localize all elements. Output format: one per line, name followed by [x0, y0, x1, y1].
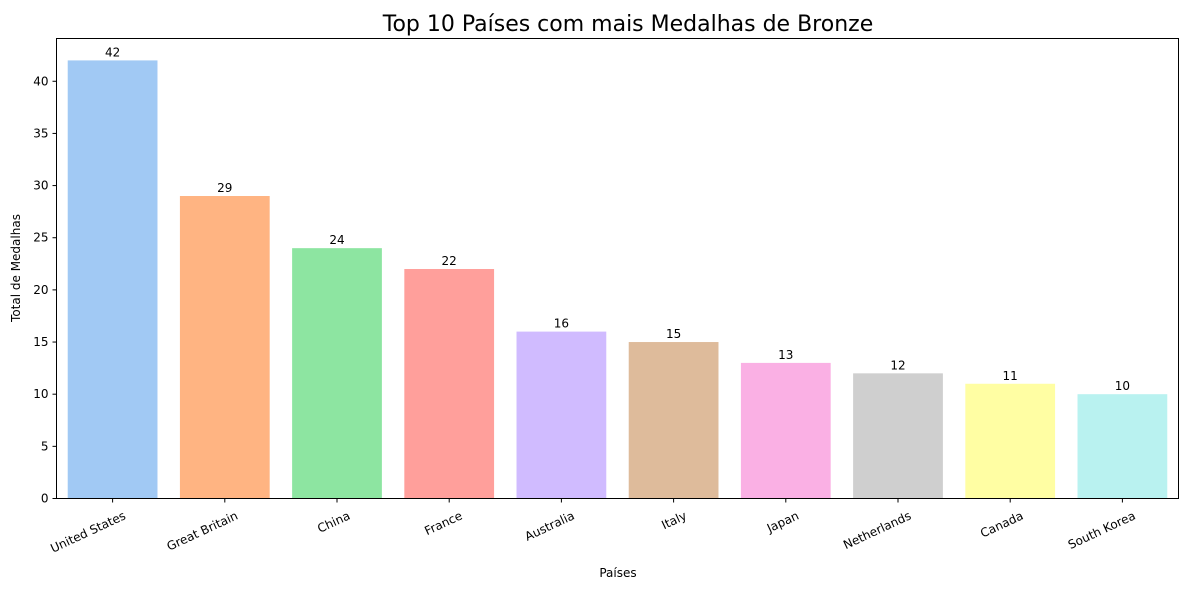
bar-australia [516, 331, 607, 499]
bars-group: 42 29 24 22 16 15 13 12 11 10 [67, 45, 1168, 499]
y-tick-label: 0 [41, 492, 49, 506]
data-label: 13 [778, 348, 793, 362]
bar-italy [628, 342, 719, 499]
chart-title: Top 10 Países com mais Medalhas de Bronz… [382, 12, 873, 37]
bar-great-britain [179, 196, 270, 499]
y-tick-label: 30 [33, 179, 48, 193]
x-tick-label: Australia [523, 509, 577, 544]
bar-united-states [67, 60, 158, 499]
y-tick-label: 5 [41, 439, 49, 453]
bar-south-korea [1077, 394, 1168, 499]
x-tick-label: Japan [764, 509, 801, 536]
x-tick-label: Canada [978, 509, 1025, 541]
y-tick-label: 20 [33, 283, 48, 297]
y-axis-label: Total de Medalhas [9, 214, 23, 323]
data-label: 10 [1115, 379, 1130, 393]
data-label: 42 [105, 45, 120, 59]
bar-japan [740, 362, 831, 499]
x-tick-label: France [422, 509, 464, 539]
y-tick-label: 10 [33, 387, 48, 401]
bar-netherlands [853, 373, 943, 499]
y-tick-label: 25 [33, 231, 48, 245]
y-tick-label: 35 [33, 126, 48, 140]
x-tick-label: China [315, 509, 352, 536]
data-label: 15 [666, 327, 681, 341]
data-label: 12 [890, 358, 905, 372]
data-label: 11 [1003, 369, 1018, 383]
y-axis: 0 5 10 15 20 25 30 35 40 [33, 74, 57, 506]
x-tick-label: Great Britain [165, 509, 240, 554]
bar-china [292, 248, 382, 499]
data-label: 16 [554, 317, 569, 331]
bar-france [404, 269, 495, 499]
x-tick-label: South Korea [1066, 509, 1138, 552]
x-axis-label: Países [599, 566, 636, 580]
y-tick-label: 40 [33, 74, 48, 88]
x-tick-label: Netherlands [841, 509, 913, 553]
y-tick-label: 15 [33, 335, 48, 349]
x-tick-label: Italy [659, 509, 689, 533]
plot-frame [56, 38, 1179, 499]
data-label: 22 [442, 254, 457, 268]
bar-canada [965, 383, 1056, 499]
x-tick-label: United States [48, 509, 128, 556]
data-label: 29 [217, 181, 232, 195]
x-axis: United States Great Britain China France Aus… [48, 498, 1138, 556]
data-label: 24 [329, 233, 344, 247]
